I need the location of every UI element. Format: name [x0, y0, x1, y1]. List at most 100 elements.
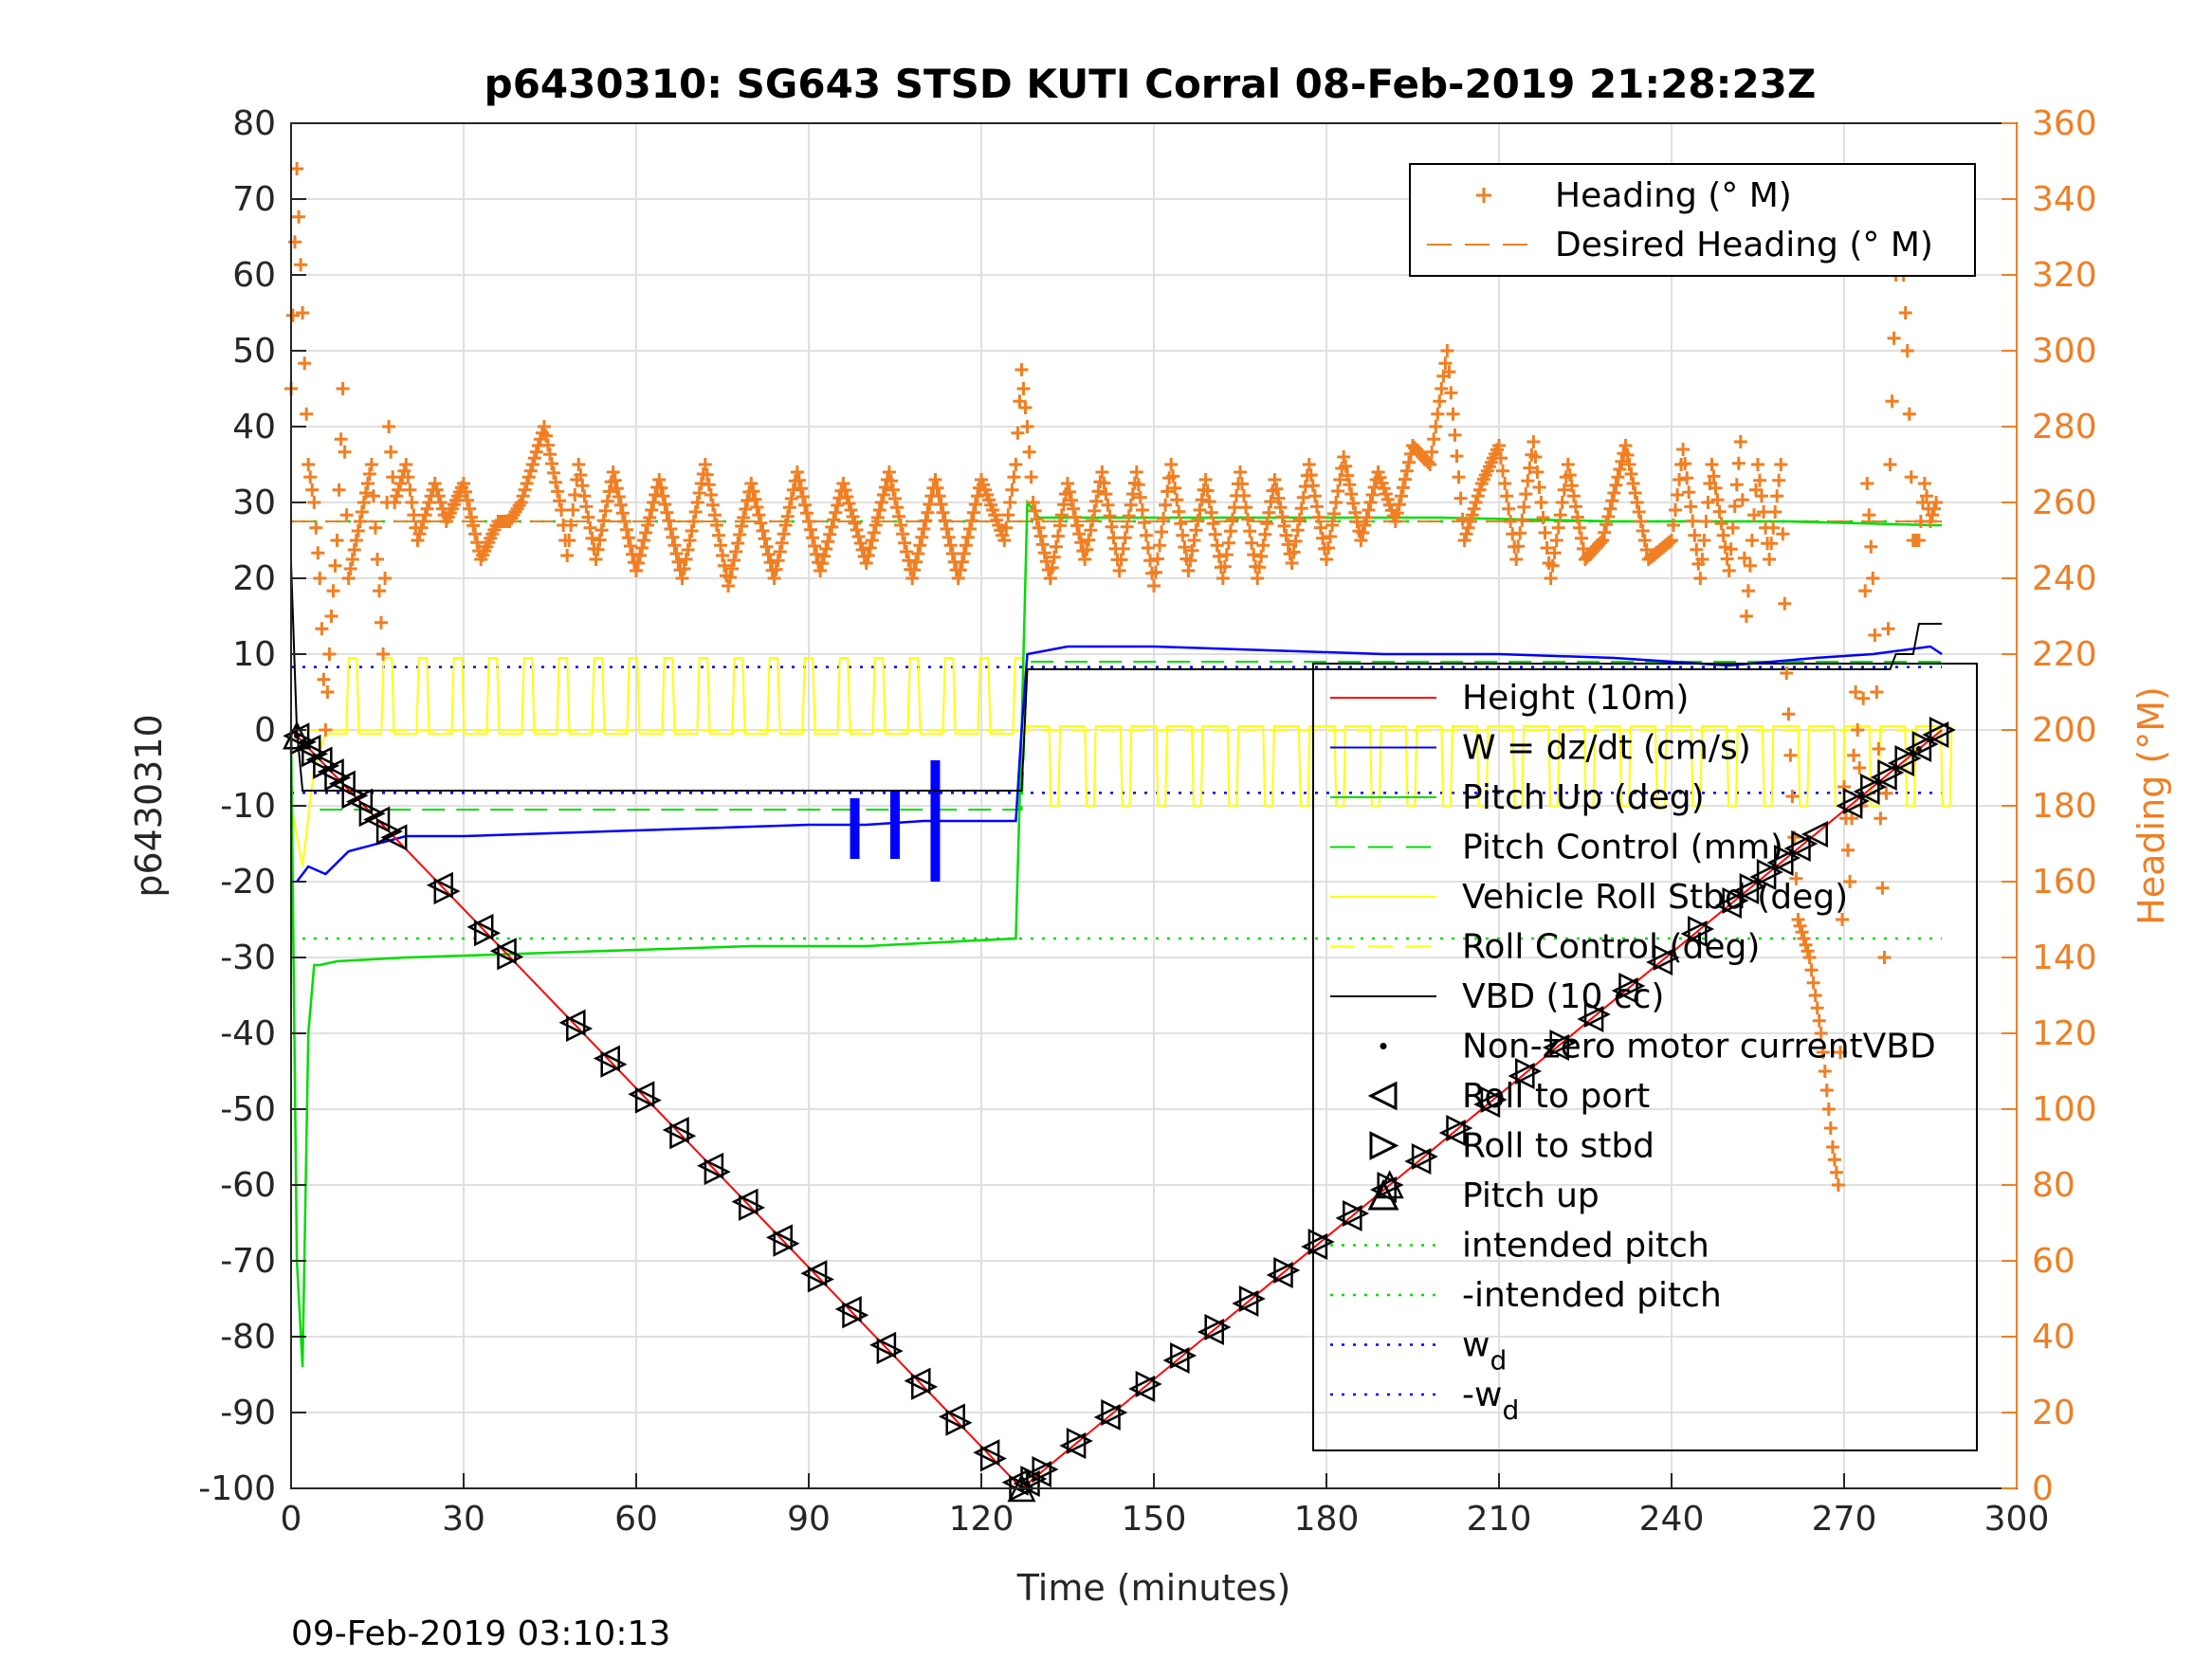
roll-to-stbd-marker: [474, 920, 502, 947]
legend-main-label: intended pitch: [1462, 1227, 1709, 1266]
roll-to-port-marker: [1922, 720, 1949, 749]
motor-current-dot: [1024, 1481, 1031, 1486]
x-tick-label: 180: [1294, 1500, 1360, 1539]
roll-to-stbd-marker: [1377, 1171, 1404, 1199]
roll-to-stbd-marker: [1877, 758, 1905, 787]
legend-heading-box: [1409, 163, 1976, 277]
y-tick-label-left: -70: [220, 1242, 276, 1281]
roll-to-port-marker: [305, 746, 333, 774]
legend-main-label: W = dz/dt (cm/s): [1462, 729, 1751, 768]
legend-main-label: Pitch up: [1462, 1176, 1600, 1215]
roll-to-stbd-marker: [1756, 858, 1783, 886]
roll-to-port-marker: [1732, 877, 1760, 905]
legend-main-label: Non-zero motor currentVBD: [1462, 1028, 1936, 1066]
x-axis-label: Time (minutes): [1016, 1567, 1291, 1609]
y-tick-label-left: 10: [232, 635, 276, 674]
y-tick-label-left: 50: [232, 332, 276, 371]
legend-main-swatch: [1367, 1178, 1399, 1211]
roll-to-port-marker: [426, 871, 453, 899]
legend-main-swatch: [1380, 1043, 1387, 1049]
roll-to-stbd-marker: [1204, 1313, 1232, 1341]
roll-to-port-marker: [1197, 1318, 1224, 1346]
roll-to-port-marker: [1783, 834, 1811, 863]
roll-to-stbd-marker: [739, 1194, 766, 1221]
roll-to-port-marker: [869, 1331, 897, 1358]
roll-to-port-marker: [1128, 1375, 1156, 1403]
roll-to-stbd-marker: [842, 1302, 869, 1329]
roll-to-port-marker: [1905, 735, 1932, 763]
y-tick-label-right: 180: [2032, 787, 2097, 826]
legend-main: Height (10m) W = dz/dt (cm/s) Pitch Up (de…: [1312, 663, 1978, 1451]
roll-to-port-marker: [731, 1188, 759, 1215]
legend-heading-label: Heading (° M): [1555, 176, 1792, 215]
roll-to-stbd-marker: [1238, 1285, 1266, 1313]
roll-to-port-marker: [489, 938, 517, 965]
y-tick-label-right: 220: [2032, 635, 2097, 674]
x-tick-label: 270: [1812, 1500, 1877, 1539]
y-tick-label-left: -60: [220, 1166, 276, 1205]
roll-to-port-marker: [1836, 792, 1863, 820]
legend-main-box: [1312, 663, 1978, 1451]
roll-to-stbd-marker: [1135, 1370, 1162, 1398]
y-tick-label-right: 40: [2032, 1318, 2075, 1357]
roll-to-port-marker: [1162, 1346, 1190, 1375]
roll-to-stbd-marker: [1549, 1029, 1577, 1057]
legend-main-label: Pitch Up (deg): [1462, 778, 1705, 817]
y-tick-label-right: 60: [2032, 1242, 2075, 1281]
roll-to-port-marker: [1680, 920, 1708, 948]
roll-to-stbd-marker: [1273, 1256, 1301, 1285]
legend-main-subscript: d: [1502, 1395, 1519, 1426]
roll-to-stbd-marker: [1860, 773, 1888, 801]
y-tick-label-right: 280: [2032, 408, 2097, 447]
y-tick-label-left: 60: [232, 256, 276, 295]
w-burst: [890, 791, 900, 859]
legend-main-label: Roll to stbd: [1462, 1127, 1654, 1166]
roll-to-port-marker: [628, 1081, 655, 1108]
roll-to-port-marker: [1801, 820, 1828, 848]
roll-to-port-marker: [1473, 1090, 1501, 1119]
x-tick-label: 30: [442, 1500, 485, 1539]
roll-to-port-marker: [466, 913, 494, 940]
roll-to-port-marker: [1714, 891, 1742, 920]
roll-to-port-marker: [765, 1224, 793, 1251]
roll-to-stbd-marker: [979, 1445, 1007, 1472]
legend-heading-label: Desired Heading (° M): [1555, 226, 1933, 264]
x-tick-label: 0: [281, 1500, 302, 1539]
roll-to-stbd-marker: [1343, 1199, 1370, 1228]
roll-to-stbd-marker: [341, 782, 369, 810]
roll-to-port-marker: [973, 1439, 1000, 1467]
roll-to-stbd-marker: [1774, 844, 1801, 872]
y-tick-label-right: 120: [2032, 1014, 2097, 1053]
roll-to-port-marker: [1508, 1062, 1535, 1090]
roll-to-port-marker: [558, 1009, 586, 1036]
x-tick-label: 210: [1467, 1500, 1532, 1539]
roll-to-stbd-marker: [945, 1409, 973, 1436]
x-tick-label: 150: [1122, 1500, 1187, 1539]
roll-to-stbd-marker: [375, 818, 403, 846]
roll-to-stbd-marker: [1791, 830, 1819, 858]
roll-to-stbd-marker: [1032, 1455, 1059, 1484]
roll-to-stbd-marker: [1066, 1427, 1093, 1455]
y-tick-label-left: 80: [232, 104, 276, 143]
y-tick-label-left: -40: [220, 1014, 276, 1053]
legend-main-swatch: [1367, 1081, 1398, 1111]
roll-to-stbd-marker: [497, 943, 524, 971]
roll-to-stbd-marker: [1653, 943, 1680, 972]
roll-to-stbd-marker: [1722, 886, 1749, 915]
y-tick-label-right: 0: [2032, 1469, 2054, 1508]
roll-to-port-marker: [1853, 777, 1880, 806]
y-tick-label-right: 340: [2032, 180, 2097, 219]
y-tick-label-right: 100: [2032, 1090, 2097, 1129]
roll-to-port-marker: [1404, 1147, 1432, 1176]
roll-to-port-marker: [1887, 749, 1914, 777]
motor-current-dot: [1915, 746, 1922, 752]
roll-to-stbd-marker: [1480, 1085, 1508, 1114]
legend-main-subscript: d: [1490, 1345, 1507, 1376]
roll-to-port-marker: [1766, 848, 1794, 877]
roll-to-port-marker: [800, 1260, 828, 1287]
y-tick-label-right: 360: [2032, 104, 2097, 143]
roll-to-port-marker: [1870, 763, 1897, 792]
pitch-control-line: [320, 661, 1943, 811]
y-tick-label-right: 160: [2032, 863, 2097, 902]
